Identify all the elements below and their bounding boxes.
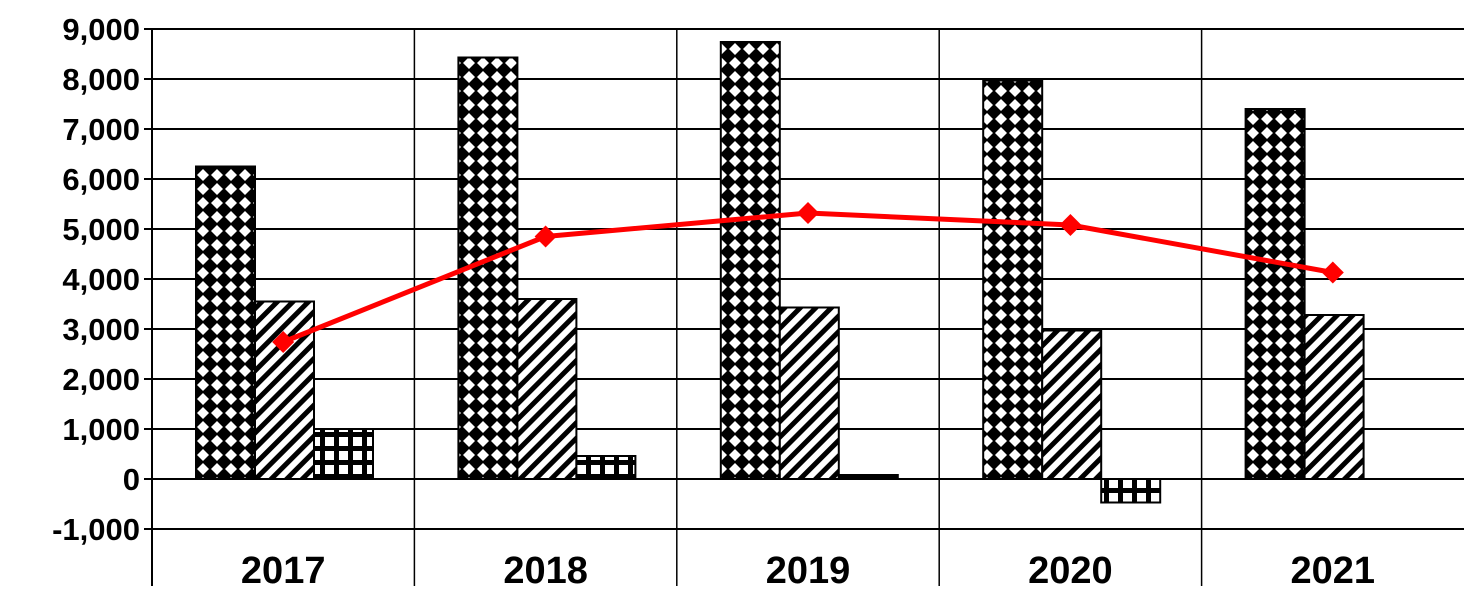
y-tick-label: 6,000 — [62, 162, 140, 197]
y-tick-label: 7,000 — [62, 112, 140, 147]
bar-grid-2018 — [575, 455, 637, 480]
line-series — [272, 202, 1344, 353]
x-tick-labels: 2017 2018 2019 2020 2021 — [241, 550, 1376, 591]
y-tick-label: 1,000 — [62, 412, 140, 447]
x-tick-label: 2018 — [503, 550, 588, 586]
line-marker-2020 — [1059, 214, 1082, 236]
bar-diagonal-hatch-2018 — [516, 298, 578, 480]
bar-diagonal-hatch-2021 — [1303, 314, 1365, 480]
y-tick-label: 8,000 — [62, 62, 140, 97]
line-marker-2018 — [534, 225, 557, 248]
bar-grid-2019 — [837, 474, 899, 480]
y-tick-label: 4,000 — [62, 262, 140, 297]
y-tick-label: 2,000 — [62, 362, 140, 397]
y-tick-label: 0 — [123, 462, 140, 497]
bar-grid-2017 — [313, 428, 374, 480]
bar-diagonal-hatch-2017 — [254, 300, 315, 480]
bar-diamond-check-2021 — [1244, 108, 1306, 480]
x-tick-label: 2017 — [241, 550, 326, 586]
bar-diamond-check-2017 — [195, 165, 256, 480]
y-tick-labels: -1,000 0 1,000 2,000 3,000 4,000 5,000 6,000 7,0… — [52, 12, 140, 547]
line-marker-2021 — [1321, 261, 1344, 284]
y-tick-label: 5,000 — [62, 212, 140, 247]
bar-diagonal-hatch-2020 — [1041, 329, 1103, 480]
x-tick-label: 2019 — [766, 550, 851, 586]
bar-diamond-check-2019 — [719, 41, 781, 480]
bar-series — [195, 41, 1365, 504]
axes — [144, 28, 153, 586]
y-tick-label: 3,000 — [62, 312, 140, 347]
y-tick-label: 9,000 — [62, 12, 140, 47]
x-tick-label: 2020 — [1028, 550, 1113, 586]
line-marker-2017 — [272, 331, 295, 353]
y-tick-label: -1,000 — [52, 512, 140, 547]
line-marker-2019 — [797, 202, 819, 224]
bar-diagonal-hatch-2019 — [778, 306, 840, 480]
x-tick-label: 2021 — [1291, 550, 1376, 586]
bar-grid-2020 — [1100, 478, 1162, 504]
bar-diamond-check-2020 — [982, 79, 1044, 480]
